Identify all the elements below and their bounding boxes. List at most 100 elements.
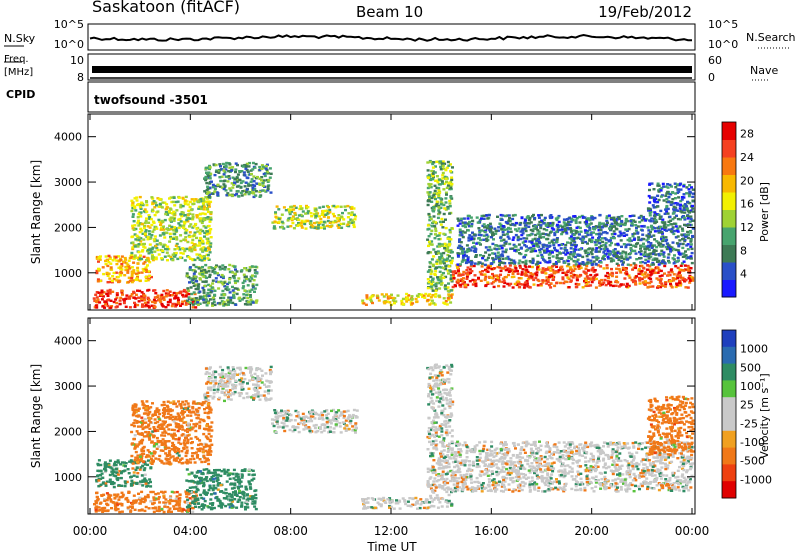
data-cell (648, 207, 652, 211)
data-cell (591, 218, 595, 221)
data-cell (667, 271, 671, 274)
data-cell (195, 253, 199, 256)
data-cell (648, 214, 652, 217)
data-cell (208, 186, 212, 189)
data-cell (191, 258, 195, 262)
data-cell (242, 296, 246, 300)
data-cell (551, 265, 555, 268)
data-cell (509, 223, 513, 227)
data-cell (266, 187, 270, 190)
data-cell (536, 266, 540, 269)
data-cell (631, 233, 635, 236)
data-cell (216, 170, 220, 173)
data-cell (175, 452, 179, 455)
data-cell (495, 229, 499, 233)
data-cell (141, 267, 145, 271)
data-cell (154, 497, 158, 500)
data-cell (220, 281, 224, 285)
data-cell (154, 457, 158, 460)
data-cell (489, 262, 493, 265)
data-cell (192, 234, 196, 237)
data-cell (617, 285, 621, 288)
data-cell (146, 463, 150, 467)
data-cell (115, 262, 119, 266)
data-cell (541, 255, 545, 259)
data-cell (601, 255, 605, 258)
data-cell (151, 300, 154, 304)
data-cell (143, 301, 147, 304)
data-cell (191, 281, 195, 284)
data-cell (602, 267, 606, 270)
data-cell (99, 473, 102, 477)
data-cell (688, 220, 692, 223)
data-cell (591, 247, 595, 250)
data-cell (585, 231, 589, 234)
data-cell (480, 265, 484, 268)
data-cell (146, 449, 150, 452)
data-cell (189, 502, 192, 505)
data-cell (688, 230, 692, 233)
data-cell (491, 233, 495, 236)
data-cell (645, 268, 649, 271)
freq-label: Freq. (4, 54, 29, 65)
data-cell (341, 211, 344, 215)
data-cell (687, 223, 691, 227)
data-cell (391, 299, 395, 302)
data-cell (177, 298, 180, 302)
data-cell (168, 300, 172, 304)
data-cell (441, 171, 445, 175)
data-cell (499, 213, 503, 217)
data-cell (428, 195, 431, 198)
data-cell (120, 255, 124, 258)
data-cell (527, 222, 531, 225)
data-cell (572, 229, 576, 232)
data-cell (613, 251, 617, 254)
data-cell (652, 188, 656, 191)
data-cell (670, 270, 674, 274)
data-cell (401, 302, 405, 306)
data-cell (174, 503, 178, 507)
data-cell (123, 274, 127, 277)
data-cell (494, 257, 498, 261)
data-cell (429, 232, 433, 236)
data-cell (622, 283, 625, 286)
data-cell (152, 496, 156, 499)
data-cell (223, 285, 227, 288)
data-cell (147, 221, 151, 224)
data-cell (689, 231, 693, 234)
data-cell (200, 221, 204, 225)
data-cell (544, 233, 548, 236)
data-cell (253, 184, 257, 188)
data-cell (688, 184, 692, 187)
data-cell (339, 205, 343, 208)
data-cell (439, 252, 443, 255)
data-cell (691, 199, 695, 202)
data-cell (578, 233, 581, 236)
data-cell (438, 270, 442, 273)
data-cell (589, 273, 593, 277)
data-cell (520, 271, 524, 274)
data-cell (479, 234, 483, 237)
data-cell (689, 276, 693, 279)
data-cell (170, 225, 174, 229)
data-cell (292, 204, 296, 208)
data-cell (185, 299, 189, 302)
data-cell (632, 219, 636, 222)
data-cell (245, 188, 249, 191)
data-cell (131, 227, 135, 230)
data-cell (456, 217, 460, 220)
data-cell (548, 259, 552, 263)
data-cell (476, 262, 480, 266)
data-cell (177, 504, 181, 507)
data-cell (258, 195, 262, 198)
data-cell (552, 270, 556, 274)
data-cell (240, 298, 244, 301)
data-cell (518, 286, 522, 289)
data-cell (458, 273, 461, 277)
data-cell (543, 216, 547, 220)
data-cell (433, 225, 437, 228)
data-cell (108, 292, 112, 295)
data-cell (450, 197, 454, 200)
data-cell (154, 421, 158, 425)
data-cell (671, 241, 675, 244)
